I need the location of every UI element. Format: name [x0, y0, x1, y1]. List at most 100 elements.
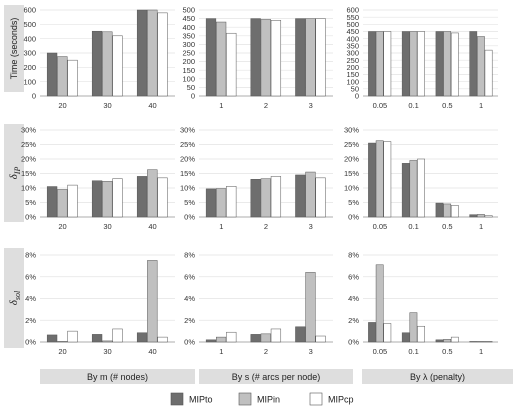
bar-mipin-30 — [102, 181, 113, 218]
bar-mipin-3 — [305, 272, 316, 343]
bar-mipin-1 — [477, 36, 485, 97]
y-tick-label: 50 — [351, 84, 359, 93]
y-tick-label: 0% — [348, 338, 359, 347]
y-tick-label: 10% — [21, 184, 36, 193]
bar-mipcp-0.1 — [417, 158, 425, 218]
y-tick-label: 100 — [23, 77, 36, 86]
panel-r2-c0: 0% 2% 4% 6% 8% 20 30 40 — [25, 251, 175, 356]
y-tick-label: 150 — [182, 66, 195, 75]
row-label-text: δIP — [8, 167, 22, 180]
y-tick-label: 20% — [180, 155, 195, 164]
y-tick-label: 30% — [21, 126, 36, 135]
bar-mipin-0.1 — [409, 312, 418, 343]
x-tick-label: 0.1 — [408, 101, 418, 110]
bar-mipcp-1 — [226, 186, 237, 218]
column-label-text: By m (# nodes) — [87, 372, 148, 382]
x-tick-label: 0.5 — [442, 101, 452, 110]
bar-mipto-20 — [46, 52, 58, 97]
column-label-box — [40, 369, 195, 384]
y-tick-label: 2% — [348, 316, 359, 325]
x-tick-label: 1 — [219, 101, 223, 110]
row-label-text: δsol — [8, 290, 22, 305]
legend: MIPto MIPin MIPcp — [170, 392, 354, 406]
legend-item-mipcp: MIPcp — [309, 392, 354, 406]
column-labels: By m (# nodes) By s (# arcs per node) By λ… — [40, 369, 513, 384]
row-label-sub: sol — [13, 290, 22, 300]
y-tick-label: 6% — [184, 272, 195, 281]
y-tick-label: 150 — [346, 70, 359, 79]
bar-mipcp-20 — [67, 184, 78, 218]
x-tick-label: 0.05 — [373, 347, 388, 356]
bar-mipin-0.1 — [409, 160, 418, 218]
bar-mipto-1 — [469, 31, 478, 97]
x-tick-label: 40 — [148, 222, 156, 231]
y-tick-label: 2% — [25, 316, 36, 325]
x-tick-label: 0.5 — [442, 347, 452, 356]
x-tick-label: 3 — [309, 101, 313, 110]
x-tick-label: 1 — [479, 222, 483, 231]
y-tick-label: 0% — [184, 213, 195, 222]
legend-label: MIPin — [257, 395, 280, 405]
bar-mipcp-1 — [226, 32, 237, 97]
bar-mipto-0.1 — [401, 31, 410, 97]
bar-mipcp-30 — [112, 328, 123, 343]
x-tick-label: 1 — [479, 101, 483, 110]
legend-swatch — [238, 392, 252, 406]
row-label-main: δ — [8, 173, 20, 179]
bar-mipto-30 — [91, 30, 103, 97]
bar-mipin-20 — [57, 341, 68, 343]
y-tick-label: 600 — [346, 6, 359, 15]
bar-mipin-20 — [57, 189, 68, 218]
bar-mipto-2 — [250, 18, 261, 97]
y-tick-label: 25% — [344, 140, 359, 149]
y-tick-label: 4% — [348, 294, 359, 303]
y-tick-label: 20% — [21, 155, 36, 164]
bar-mipin-0.5 — [443, 203, 452, 218]
bar-mipin-3 — [305, 18, 316, 97]
panel-r1-c1: 0% 5% 10% 15% 20% 25% 30% 1 2 3 — [180, 126, 333, 231]
y-tick-label: 500 — [23, 20, 36, 29]
panel-r1-c2: 0% 5% 10% 15% 20% 25% 30% 0.05 0.1 0.5 1 — [344, 126, 498, 231]
y-tick-label: 350 — [346, 41, 359, 50]
y-tick-label: 0% — [25, 213, 36, 222]
y-tick-label: 50 — [187, 83, 195, 92]
row-label-sub: IP — [13, 167, 22, 176]
bar-mipto-30 — [91, 180, 103, 218]
legend-swatch — [170, 392, 184, 406]
bar-mipto-0.05 — [368, 142, 376, 218]
bar-mipin-0.05 — [375, 140, 384, 218]
y-tick-label: 8% — [25, 251, 36, 260]
y-tick-label: 25% — [180, 140, 195, 149]
y-tick-label: 0% — [348, 213, 359, 222]
y-tick-label: 300 — [182, 40, 195, 49]
bar-mipcp-3 — [315, 335, 326, 343]
column-label-2: By λ (penalty) — [362, 369, 513, 384]
y-tick-label: 15% — [180, 169, 195, 178]
y-tick-label: 4% — [184, 294, 195, 303]
bar-mipcp-40 — [157, 336, 168, 343]
y-tick-label: 450 — [182, 14, 195, 23]
bar-mipin-1 — [216, 21, 227, 97]
x-tick-label: 2 — [264, 101, 268, 110]
y-tick-label: 300 — [23, 49, 36, 58]
bar-mipin-0.5 — [443, 339, 452, 343]
bar-mipin-30 — [102, 340, 113, 343]
y-tick-label: 450 — [346, 27, 359, 36]
row-label-1: δIP — [4, 124, 24, 222]
y-tick-label: 8% — [348, 251, 359, 260]
y-tick-label: 25% — [21, 140, 36, 149]
y-tick-label: 2% — [184, 316, 195, 325]
y-tick-label: 8% — [184, 251, 195, 260]
legend-label: MIPcp — [328, 395, 354, 405]
row-label-box — [4, 124, 24, 222]
y-tick-label: 30% — [344, 126, 359, 135]
bar-mipto-40 — [136, 176, 148, 218]
x-tick-label: 1 — [219, 222, 223, 231]
y-tick-label: 6% — [348, 272, 359, 281]
bar-mipto-0.05 — [368, 322, 376, 343]
y-tick-label: 200 — [346, 63, 359, 72]
bar-mipin-0.5 — [443, 31, 452, 97]
bar-mipin-20 — [57, 56, 68, 97]
